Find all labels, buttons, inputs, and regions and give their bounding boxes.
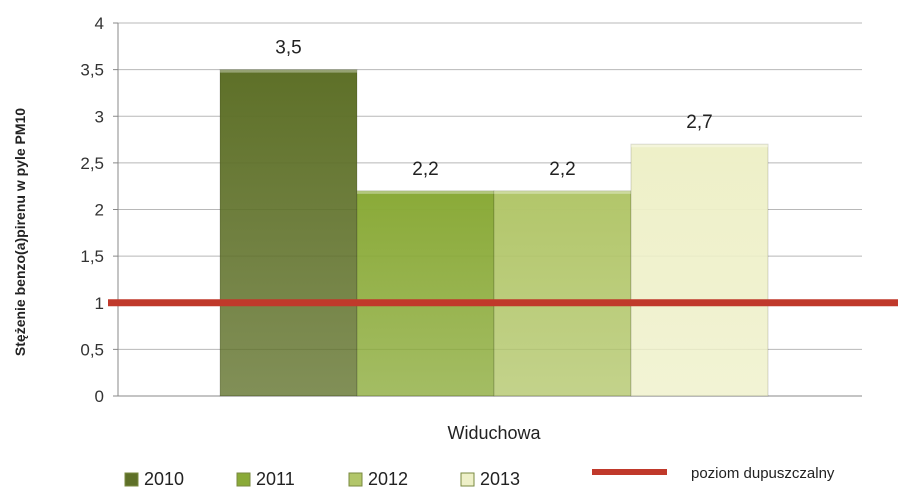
data-labels: 3,5 2,2 2,2 2,7 Widuchowa xyxy=(275,38,712,443)
legend-label-2013: 2013 xyxy=(480,469,520,489)
bar-2013 xyxy=(630,143,769,397)
y-tick-label: 2 xyxy=(95,201,104,220)
y-tick-label: 0 xyxy=(95,387,104,406)
legend-label-2012: 2012 xyxy=(368,469,408,489)
legend-swatch-2012 xyxy=(348,472,363,487)
data-label-2010: 3,5 xyxy=(275,38,301,59)
legend-swatch-2010 xyxy=(124,472,139,487)
bar-2012 xyxy=(493,190,632,397)
axes: 0 0,5 1 1,5 2 2,5 3 3,5 4 xyxy=(80,14,862,406)
legend-label-2010: 2010 xyxy=(144,469,184,489)
bars xyxy=(219,69,769,397)
y-tick-label: 2,5 xyxy=(80,154,104,173)
bar-highlight xyxy=(494,190,631,194)
bar-2010 xyxy=(219,69,358,397)
legend-reference-line-label: poziom dupuszczalny xyxy=(691,465,835,482)
y-tick-label: 3,5 xyxy=(80,61,104,80)
legend: 2010 2011 2012 2013 poziom dupuszczalny xyxy=(124,465,835,489)
y-tick-label: 1 xyxy=(95,294,104,313)
y-tick-label: 3 xyxy=(95,107,104,126)
x-category-label: Widuchowa xyxy=(447,423,541,443)
data-label-2013: 2,7 xyxy=(686,112,712,133)
data-label-2011: 2,2 xyxy=(412,159,438,180)
bar-2011 xyxy=(356,190,495,397)
bar-highlight xyxy=(220,69,357,73)
data-label-2012: 2,2 xyxy=(549,159,575,180)
bar-highlight xyxy=(631,144,768,148)
y-tick-label: 0,5 xyxy=(80,340,104,359)
legend-label-2011: 2011 xyxy=(256,469,295,489)
legend-swatch-2011 xyxy=(236,472,251,487)
y-tick-label: 1,5 xyxy=(80,247,104,266)
y-axis-title: Stężenie benzo(a)pirenu w pyle PM10 xyxy=(12,108,28,356)
legend-swatch-2013 xyxy=(460,472,475,487)
y-tick-label: 4 xyxy=(95,14,104,33)
bar-highlight xyxy=(357,190,494,194)
